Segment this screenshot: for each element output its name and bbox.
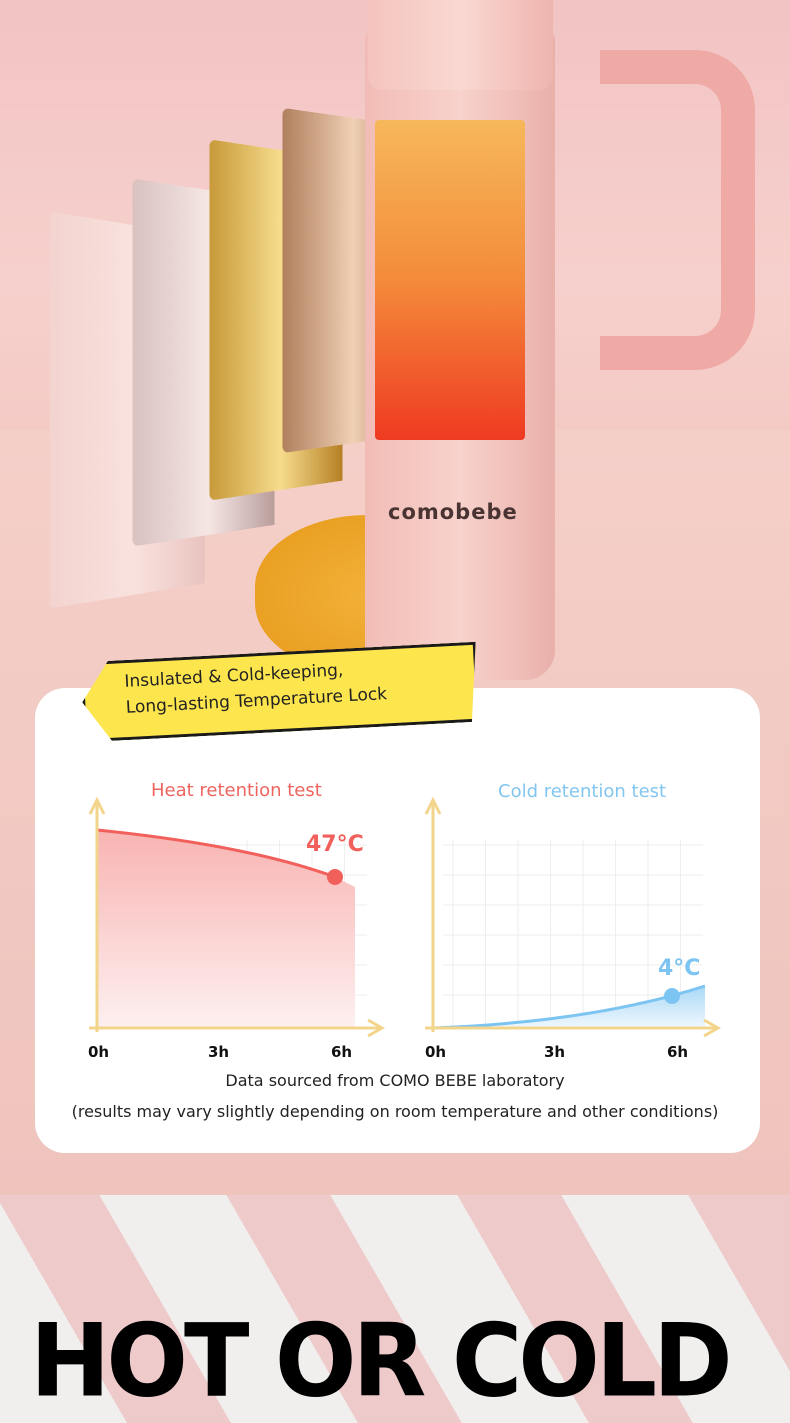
cold-tick-0h: 0h <box>425 1043 447 1061</box>
tumbler-lid <box>368 0 553 90</box>
cold-annotation: 4°C <box>658 956 701 981</box>
cold-tick-3h: 3h <box>544 1043 566 1061</box>
series-line <box>96 828 336 879</box>
x-axis <box>425 1018 722 1038</box>
heat-annotation: 47°C <box>306 832 364 857</box>
heat-tick-6h: 6h <box>331 1043 353 1061</box>
disclaimer-note: (results may vary slightly depending on … <box>71 1102 719 1121</box>
heat-cutaway <box>375 120 525 440</box>
data-point-6h <box>327 869 343 885</box>
heat-tick-3h: 3h <box>208 1043 230 1061</box>
heat-chart-title: Heat retention test <box>151 780 322 801</box>
area-fill <box>97 830 355 1028</box>
source-note: Data sourced from COMO BEBE laboratory <box>225 1071 565 1090</box>
brand-logo: comobebe <box>388 500 518 524</box>
cold-chart-title: Cold retention test <box>498 781 667 802</box>
y-axis <box>88 796 106 1032</box>
headline: HOT OR COLD <box>30 1302 733 1420</box>
area-fill <box>433 986 705 1028</box>
y-axis <box>424 796 442 1032</box>
checkered-background <box>0 1195 790 1423</box>
data-point-6h <box>664 988 680 1004</box>
x-axis <box>89 1018 386 1038</box>
cold-tick-6h: 6h <box>667 1043 689 1061</box>
heat-tick-0h: 0h <box>88 1043 110 1061</box>
